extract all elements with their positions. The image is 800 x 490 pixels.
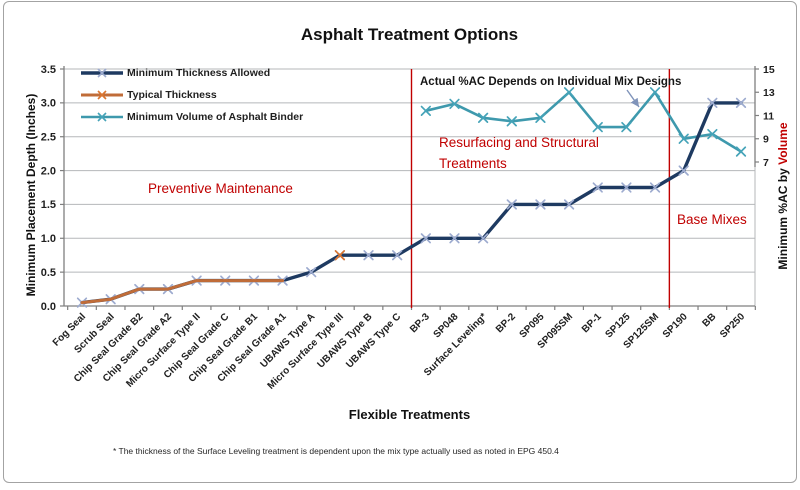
svg-text:1.5: 1.5 bbox=[41, 199, 56, 211]
legend: Minimum Thickness Allowed Typical Thickne… bbox=[80, 65, 303, 131]
region-label-base-mixes: Base Mixes bbox=[677, 212, 747, 227]
x-axis-title: Flexible Treatments bbox=[348, 407, 471, 422]
axes bbox=[60, 66, 759, 310]
legend-line-sample bbox=[81, 89, 123, 100]
right-axis-title-prefix: Minimum %AC by bbox=[776, 164, 790, 270]
series-minimum-thickness-allowed bbox=[76, 97, 747, 308]
right-axis-title: Minimum %AC by Volume bbox=[776, 122, 790, 269]
legend-item-1: Minimum Thickness Allowed bbox=[80, 65, 303, 80]
legend-item-3: Minimum Volume of Asphalt Binder bbox=[80, 109, 303, 124]
legend-label: Minimum Volume of Asphalt Binder bbox=[127, 110, 304, 123]
legend-line-sample bbox=[81, 67, 123, 78]
annotation-text: Actual %AC Depends on Individual Mix Des… bbox=[420, 76, 682, 88]
region-divider-lines bbox=[410, 69, 671, 308]
footnote: * The thickness of the Surface Leveling … bbox=[113, 446, 559, 456]
svg-text:3.0: 3.0 bbox=[41, 98, 56, 110]
legend-item-2: Typical Thickness bbox=[80, 87, 303, 102]
svg-text:7: 7 bbox=[763, 157, 769, 169]
svg-text:BB: BB bbox=[700, 311, 718, 329]
series-typical-thickness bbox=[82, 250, 346, 303]
legend-line-sample bbox=[81, 111, 123, 122]
svg-text:9: 9 bbox=[763, 134, 769, 146]
region-label-preventive-maintenance: Preventive Maintenance bbox=[148, 181, 293, 196]
svg-text:BP-3: BP-3 bbox=[408, 311, 432, 335]
svg-text:2.0: 2.0 bbox=[41, 165, 56, 177]
left-axis-title: Minimum Placement Depth (Inches) bbox=[24, 93, 38, 297]
svg-text:2.5: 2.5 bbox=[41, 132, 56, 144]
svg-text:BP-1: BP-1 bbox=[580, 311, 604, 335]
svg-text:15: 15 bbox=[763, 64, 775, 76]
svg-text:0.5: 0.5 bbox=[41, 267, 56, 279]
legend-label: Typical Thickness bbox=[127, 88, 217, 101]
annotation-arrow bbox=[626, 89, 640, 108]
gridlines bbox=[64, 68, 756, 306]
svg-text:13: 13 bbox=[763, 87, 775, 99]
svg-text:SP190: SP190 bbox=[661, 311, 690, 340]
svg-text:1.0: 1.0 bbox=[41, 233, 56, 245]
region-label-resurfacing-structural: Resurfacing and Structural Treatments bbox=[439, 135, 599, 171]
svg-text:BP-2: BP-2 bbox=[494, 311, 518, 335]
svg-text:SP250: SP250 bbox=[718, 311, 747, 340]
svg-text:UBAWS Type C: UBAWS Type C bbox=[344, 311, 403, 370]
svg-text:0.0: 0.0 bbox=[41, 301, 56, 313]
chart-title: Asphalt Treatment Options bbox=[300, 25, 519, 44]
series-minimum-volume-asphalt-binder bbox=[420, 87, 747, 157]
right-axis-title-emphasis: Volume bbox=[776, 122, 790, 165]
axis-tick-labels: 0.0 0.5 1.0 1.5 2.0 2.5 3.0 3.5 15 13 11 9 7 bbox=[41, 64, 775, 313]
svg-text:3.5: 3.5 bbox=[41, 64, 56, 76]
svg-text:11: 11 bbox=[763, 110, 774, 122]
legend-label: Minimum Thickness Allowed bbox=[127, 66, 271, 79]
